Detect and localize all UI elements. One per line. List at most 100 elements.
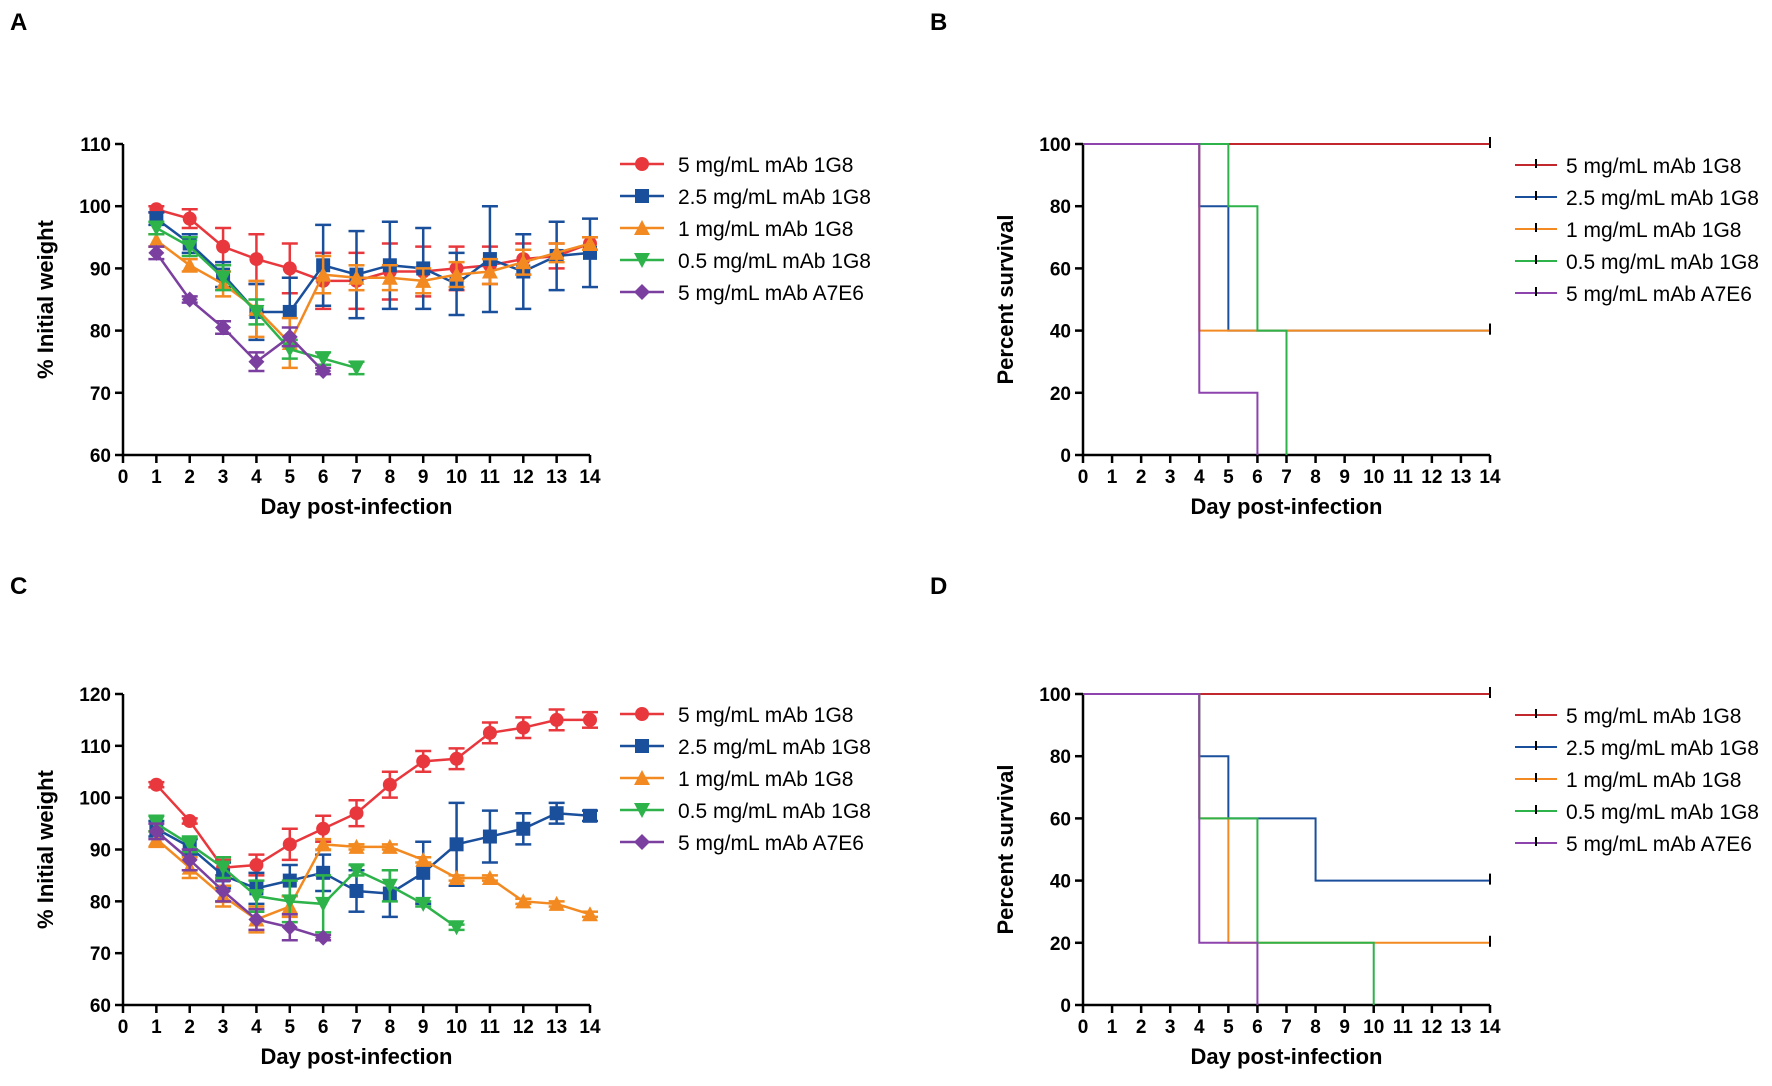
chart-b-x-tick-label: 7 [1281,467,1292,488]
chart-c-series-3-point [415,896,432,912]
chart-b-series-2-step-line [1083,143,1490,332]
chart-c-series-1-point [349,883,364,898]
chart-d-x-tick-label: 11 [1393,1017,1414,1038]
chart-d-y-tick-label: 60 [1050,809,1071,830]
chart-c-series-1-point [416,865,431,880]
chart-c-x-tick-label: 4 [251,1017,262,1038]
chart-c-x-tick-label: 11 [480,1017,501,1038]
chart-a-x-tick-label: 12 [513,467,534,488]
chart-a-y-tick-label: 100 [79,197,111,218]
chart-b-y-tick-label: 0 [1060,446,1071,467]
chart-d-series-4-step-line [1083,693,1259,1005]
chart-c-x-tick-label: 3 [218,1017,229,1038]
chart-d-y-tick-label: 80 [1050,747,1071,768]
chart-c-series-0-point [516,720,531,735]
chart-d-series-1 [1083,693,1491,885]
chart-c-series-4-point [248,911,265,928]
chart-c-x-tick-label: 8 [385,1017,396,1038]
chart-a-legend-marker-4 [634,284,650,300]
chart-c-series-1-point [583,808,597,823]
chart-c-y-tick-label: 70 [90,944,111,965]
chart-b-y-tick-label: 80 [1050,197,1071,218]
chart-c-series-2-point [381,838,398,854]
chart-c-legend-marker-3 [634,803,650,818]
chart-b-x-tick-label: 13 [1450,467,1471,488]
panel-letter-b: B [930,9,947,36]
chart-d-x-axis-label: Day post-infection [1191,1044,1383,1069]
chart-a-series-3-point [215,270,232,286]
chart-a-series-2-point [148,232,165,248]
chart-c-x-tick-label: 6 [318,1017,329,1038]
chart-c-series-4-line [155,830,324,939]
chart-c-series-1-point [516,821,531,836]
chart-c-legend-marker-0 [635,707,649,721]
chart-a-series-1-point [282,304,297,319]
chart-a-y-tick-label: 110 [80,135,111,156]
chart-a-series-4-point [181,291,198,308]
chart-c-series-3-point [181,837,198,853]
chart-b-x-tick-label: 2 [1136,467,1147,488]
chart-a-legend-marker-0 [635,157,649,171]
chart-c-legend-label-4: 5 mg/mL mAb A7E6 [678,832,864,855]
chart-a-series-2-point [582,235,598,251]
chart-a-legend-marker-2 [634,220,650,235]
chart-d-x-tick-label: 9 [1339,1017,1350,1038]
chart-b-legend-label-1: 2.5 mg/mL mAb 1G8 [1566,187,1759,210]
chart-a-legend-marker-3 [634,253,650,268]
chart-c-series-0-point [316,821,331,836]
chart-d-y-tick-label: 20 [1050,934,1071,955]
chart-b-series-3 [1083,143,1288,455]
chart-d-y-tick-label: 0 [1060,996,1071,1017]
chart-a-legend-label-0: 5 mg/mL mAb 1G8 [678,154,853,177]
chart-c-y-tick-label: 100 [79,789,111,810]
chart-b-series-3-step-line [1083,143,1288,455]
chart-c-series-2 [148,830,598,934]
chart-c-series-4-point [181,851,198,868]
chart-a-x-tick-label: 4 [251,467,262,488]
chart-a-series-2-point [448,266,465,282]
chart-c-legend-label-3: 0.5 mg/mL mAb 1G8 [678,800,871,823]
chart-c-series-2-point [582,906,598,922]
chart-d-series-4 [1083,693,1259,1005]
chart-c-series-2-point [548,895,565,911]
chart-c-series-4 [148,822,332,946]
chart-a-y-tick-label: 60 [90,446,111,467]
chart-a-series-2-point [515,254,532,270]
chart-d-x-tick-label: 8 [1310,1017,1321,1038]
chart-a-series-4-point [148,244,165,261]
chart-a-legend-label-4: 5 mg/mL mAb A7E6 [678,282,864,305]
chart-b-x-tick-label: 4 [1194,467,1205,488]
chart-b-legend-label-2: 1 mg/mL mAb 1G8 [1566,219,1741,242]
chart-a-series-0-point [216,239,231,254]
chart-b-series-0 [1083,137,1491,148]
chart-a-series-0-point [249,252,264,267]
chart-d-x-tick-label: 0 [1078,1017,1089,1038]
chart-b-x-tick-label: 10 [1363,467,1384,488]
chart-b-x-tick-label: 12 [1421,467,1442,488]
chart-d-legend-label-0: 5 mg/mL mAb 1G8 [1566,705,1741,728]
chart-d-legend-label-2: 1 mg/mL mAb 1G8 [1566,769,1741,792]
chart-d-x-tick-label: 6 [1252,1017,1263,1038]
chart-a-x-tick-label: 8 [385,467,396,488]
chart-b-series-2 [1083,143,1491,335]
chart-a-series-3-point [348,360,365,376]
chart-c-series-4-point [315,929,332,946]
chart-b-x-tick-label: 14 [1479,467,1501,488]
chart-b-y-tick-label: 100 [1039,135,1071,156]
chart-c-x-tick-label: 12 [513,1017,534,1038]
chart-a-x-tick-label: 0 [118,467,129,488]
chart-a-series-3-point [181,239,198,255]
chart-c-series-0-point [349,806,364,821]
chart-c-legend-marker-2 [634,770,650,785]
chart-c-series-0-point [249,858,264,873]
chart-b-x-tick-label: 8 [1310,467,1321,488]
chart-a-x-tick-label: 6 [318,467,329,488]
chart-b-y-tick-label: 40 [1050,322,1071,343]
chart-a-legend-label-1: 2.5 mg/mL mAb 1G8 [678,186,871,209]
chart-a-series-4-point [281,328,298,345]
chart-c-series-2-point [415,851,432,867]
